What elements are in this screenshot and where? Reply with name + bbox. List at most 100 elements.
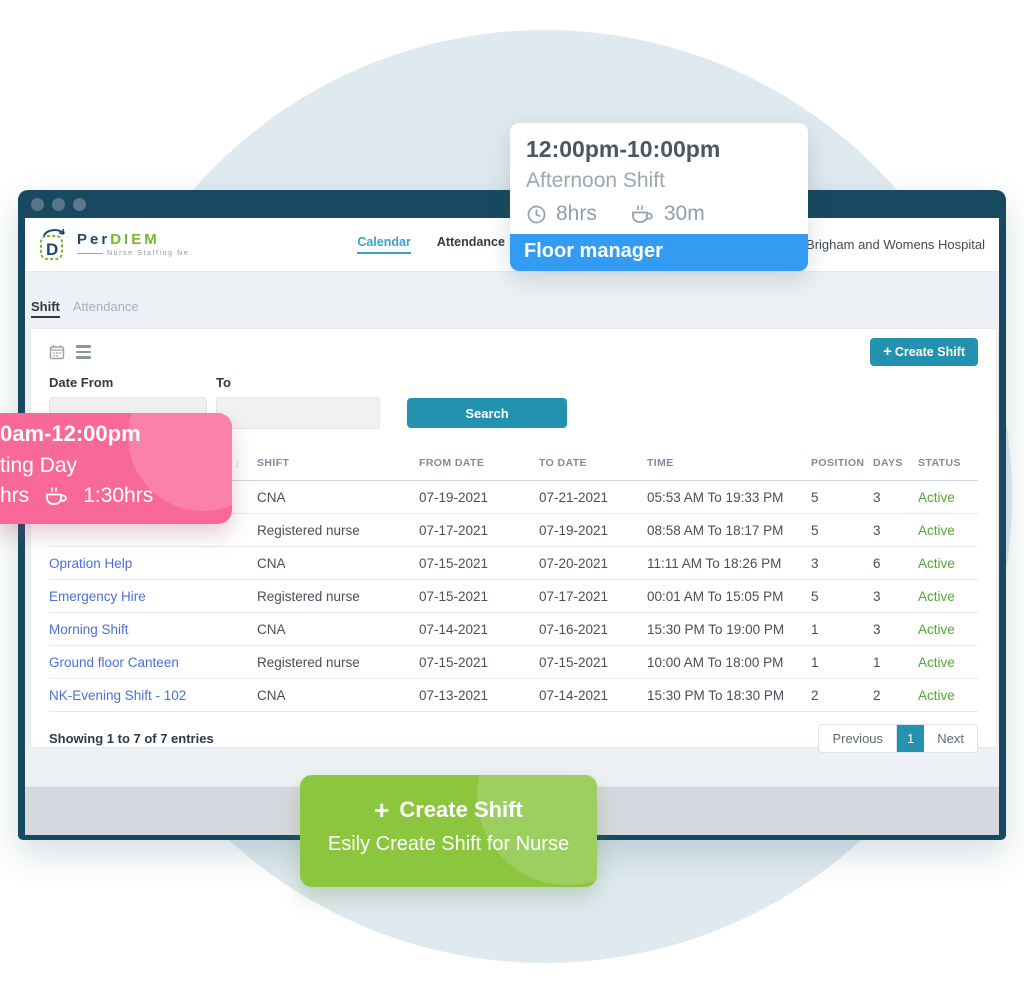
list-view-icon[interactable] xyxy=(76,345,91,359)
create-shift-promo-card[interactable]: + Create Shift Esily Create Shift for Nu… xyxy=(300,775,597,887)
to-date-cell: 07-16-2021 xyxy=(539,612,647,646)
status-badge: Active xyxy=(918,612,978,646)
position-cell: 1 xyxy=(811,645,873,679)
time-cell: 05:53 AM To 19:33 PM xyxy=(647,480,811,514)
days-cell: 1 xyxy=(873,645,918,679)
status-badge: Active xyxy=(918,546,978,580)
status-column-header[interactable]: STATUS xyxy=(918,450,978,481)
shift-column-header[interactable]: SHIFT xyxy=(257,450,419,481)
shift-name-link[interactable]: Morning Shift xyxy=(49,621,129,637)
days-cell: 3 xyxy=(873,513,918,547)
nav-item-calendar[interactable]: Calendar xyxy=(357,235,411,254)
shift-name-link[interactable]: Opration Help xyxy=(49,555,133,571)
previous-page-button[interactable]: Previous xyxy=(819,725,898,752)
from-date-cell: 07-17-2021 xyxy=(419,513,539,547)
time-cell: 08:58 AM To 18:17 PM xyxy=(647,513,811,547)
hospital-name: Brigham and Womens Hospital xyxy=(806,237,985,252)
plus-icon: + xyxy=(374,795,390,825)
status-badge: Active xyxy=(918,480,978,514)
shift-name-cell: Ground floor Canteen xyxy=(49,645,257,679)
pink-duration: hrs xyxy=(0,484,30,507)
time-cell: 11:11 AM To 18:26 PM xyxy=(647,546,811,580)
days-cell: 3 xyxy=(873,612,918,646)
tab-shift[interactable]: Shift xyxy=(31,299,60,318)
from-date-cell: 07-19-2021 xyxy=(419,480,539,514)
pink-time-range: 0am-12:00pm xyxy=(0,421,141,446)
window-dot-icon[interactable] xyxy=(31,198,44,211)
time-cell: 15:30 PM To 18:30 PM xyxy=(647,678,811,712)
position-column-header[interactable]: POSITION xyxy=(811,450,873,481)
status-badge: Active xyxy=(918,513,978,547)
from-date-column-header[interactable]: FROM DATE xyxy=(419,450,539,481)
shift-tooltip-card: 12:00pm-10:00pm Afternoon Shift 8hrs 30m… xyxy=(510,123,808,271)
status-badge: Active xyxy=(918,579,978,613)
date-to-input[interactable] xyxy=(216,397,380,429)
clock-icon xyxy=(526,204,547,225)
search-button[interactable]: Search xyxy=(407,398,567,428)
shift-name-cell: Opration Help xyxy=(49,546,257,580)
time-cell: 10:00 AM To 18:00 PM xyxy=(647,645,811,679)
tooltip-duration: 8hrs xyxy=(556,202,597,225)
sort-descending-icon[interactable]: ↓ xyxy=(234,456,241,470)
from-date-cell: 07-15-2021 xyxy=(419,546,539,580)
tagline-dash xyxy=(77,253,103,254)
shift-name-link[interactable]: Emergency Hire xyxy=(49,588,146,604)
coffee-break-icon xyxy=(629,202,655,226)
shift-name-link[interactable]: Ground floor Canteen xyxy=(49,654,179,670)
shift-type-cell: Registered nurse xyxy=(257,579,419,613)
table-row: CNA 07-19-2021 07-21-2021 05:53 AM To 19… xyxy=(49,480,978,514)
browser-window: D PerDIEM Nurse Staffing Ne Calendar Att… xyxy=(18,190,1006,840)
shift-name-cell: Morning Shift xyxy=(49,612,257,646)
tooltip-role-bar[interactable]: Floor manager xyxy=(510,234,808,271)
position-cell: 2 xyxy=(811,678,873,712)
to-date-column-header[interactable]: TO DATE xyxy=(539,450,647,481)
to-date-cell: 07-20-2021 xyxy=(539,546,647,580)
pink-shift-card: 0am-12:00pm ting Day hrs 1:30hrs xyxy=(0,413,232,524)
calendar-view-icon[interactable] xyxy=(49,344,65,360)
plus-icon: + xyxy=(883,343,892,360)
position-cell: 3 xyxy=(811,546,873,580)
create-shift-button[interactable]: + Create Shift xyxy=(870,338,978,366)
days-cell: 3 xyxy=(873,579,918,613)
shift-name-link[interactable]: NK-Evening Shift - 102 xyxy=(49,687,187,703)
shift-type-cell: CNA xyxy=(257,546,419,580)
tab-attendance[interactable]: Attendance xyxy=(72,299,139,314)
to-date-cell: 07-17-2021 xyxy=(539,579,647,613)
position-cell: 5 xyxy=(811,579,873,613)
days-column-header[interactable]: DAYS xyxy=(873,450,918,481)
to-date-cell: 07-14-2021 xyxy=(539,678,647,712)
position-cell: 5 xyxy=(811,480,873,514)
tooltip-break: 30m xyxy=(663,202,705,225)
nav-item-attendance[interactable]: Attendance xyxy=(436,235,505,249)
window-dot-icon[interactable] xyxy=(52,198,65,211)
pagination: Previous 1 Next xyxy=(818,724,978,753)
from-date-cell: 07-15-2021 xyxy=(419,579,539,613)
shift-type-cell: Registered nurse xyxy=(257,513,419,547)
days-cell: 6 xyxy=(873,546,918,580)
table-row: Opration Help CNA 07-15-2021 07-20-2021 … xyxy=(49,546,978,580)
coffee-break-icon xyxy=(43,484,69,508)
shift-name-cell: Emergency Hire xyxy=(49,579,257,613)
page-number-button[interactable]: 1 xyxy=(897,725,925,752)
entries-summary: Showing 1 to 7 of 7 entries xyxy=(49,731,214,746)
window-controls xyxy=(31,198,86,211)
shift-type-cell: CNA xyxy=(257,678,419,712)
next-page-button[interactable]: Next xyxy=(924,725,977,752)
shift-type-cell: CNA xyxy=(257,480,419,514)
time-cell: 15:30 PM To 19:00 PM xyxy=(647,612,811,646)
page-tabs: Shift Attendance xyxy=(31,272,993,318)
table-row: Ground floor Canteen Registered nurse 07… xyxy=(49,645,978,679)
shift-type-cell: CNA xyxy=(257,612,419,646)
days-cell: 3 xyxy=(873,480,918,514)
status-badge: Active xyxy=(918,645,978,679)
time-column-header[interactable]: TIME xyxy=(647,450,811,481)
window-dot-icon[interactable] xyxy=(73,198,86,211)
table-row: Emergency Hire Registered nurse 07-15-20… xyxy=(49,579,978,613)
shift-page: Shift Attendance xyxy=(25,272,999,786)
app-logo[interactable]: D PerDIEM Nurse Staffing Ne xyxy=(37,227,189,263)
days-cell: 2 xyxy=(873,678,918,712)
position-cell: 1 xyxy=(811,612,873,646)
status-badge: Active xyxy=(918,678,978,712)
pink-shift-name: ting Day xyxy=(0,454,78,477)
pink-break: 1:30hrs xyxy=(83,484,154,507)
